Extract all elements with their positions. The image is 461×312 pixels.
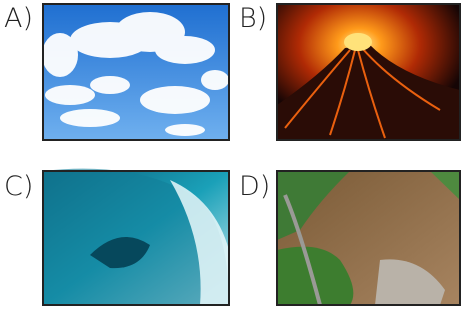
volcano-photo [277,4,460,140]
cloud-photo [42,4,229,140]
option-label: A) [4,3,33,34]
option-label: C) [4,171,33,202]
option-label: B) [239,3,267,34]
option-label: D) [239,171,270,202]
wave-photo [43,169,229,305]
quiz-panel: A) B) C) D) [0,0,461,312]
landslide-photo [277,171,460,305]
